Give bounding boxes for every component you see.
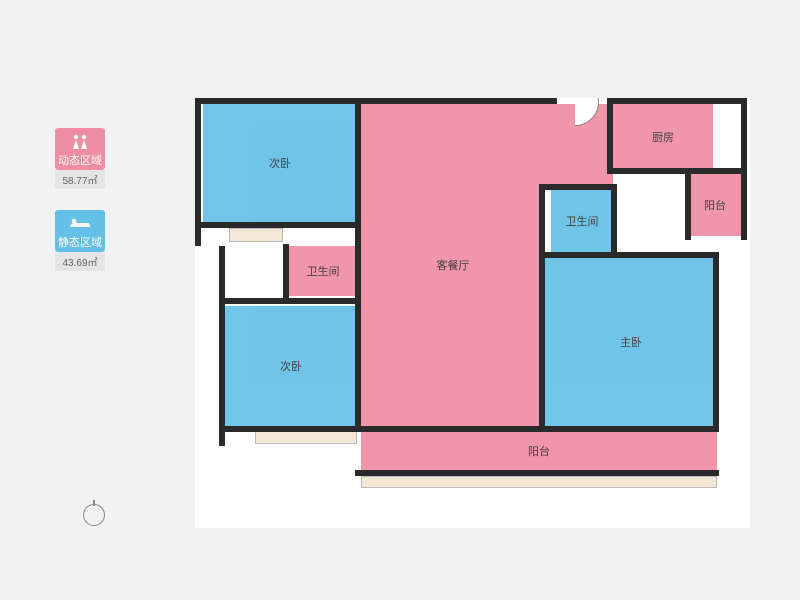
people-icon bbox=[55, 134, 105, 150]
legend-static-value: 43.69㎡ bbox=[55, 252, 105, 271]
legend-dynamic-badge: 动态区域 bbox=[55, 128, 105, 170]
balcony-strip-0 bbox=[229, 228, 283, 242]
wall-7 bbox=[283, 244, 289, 300]
wall-18 bbox=[545, 184, 617, 190]
room-label-master-bed: 主卧 bbox=[620, 334, 642, 350]
room-label-sec-bed-1: 次卧 bbox=[269, 155, 291, 171]
wall-13 bbox=[741, 104, 747, 240]
legend-dynamic-value: 58.77㎡ bbox=[55, 170, 105, 189]
wall-10 bbox=[539, 252, 719, 258]
rest-icon bbox=[55, 216, 105, 230]
wall-0 bbox=[195, 98, 557, 104]
wall-16 bbox=[355, 426, 719, 432]
legend-static-label: 静态区域 bbox=[58, 234, 102, 250]
wall-17 bbox=[355, 470, 719, 476]
wall-9 bbox=[539, 184, 545, 432]
wall-4 bbox=[195, 222, 361, 228]
wall-19 bbox=[611, 184, 617, 254]
legend-dynamic-label: 动态区域 bbox=[58, 152, 102, 168]
room-master-bed: 主卧 bbox=[545, 258, 717, 426]
room-label-bath-1: 卫生间 bbox=[307, 263, 340, 279]
wall-11 bbox=[607, 104, 613, 174]
balcony-strip-2 bbox=[361, 476, 717, 488]
room-label-balcony-ne: 阳台 bbox=[704, 197, 726, 213]
room-balcony-s: 阳台 bbox=[361, 430, 717, 472]
room-sec-bed-2: 次卧 bbox=[225, 306, 357, 426]
room-label-living: 客餐厅 bbox=[437, 257, 470, 273]
wall-15 bbox=[713, 252, 719, 432]
room-living: 客餐厅 bbox=[361, 104, 545, 426]
room-bath-1: 卫生间 bbox=[289, 246, 357, 296]
room-balcony-ne: 阳台 bbox=[689, 174, 741, 236]
room-label-bath-2: 卫生间 bbox=[566, 213, 599, 229]
wall-5 bbox=[355, 104, 361, 432]
floor-plan: 次卧次卧卫生间客餐厅卫生间厨房阳台主卧阳台 bbox=[195, 98, 750, 528]
room-label-sec-bed-2: 次卧 bbox=[280, 358, 302, 374]
wall-12 bbox=[607, 168, 747, 174]
legend-dynamic: 动态区域 58.77㎡ bbox=[55, 128, 105, 189]
room-bath-2: 卫生间 bbox=[551, 190, 613, 252]
room-kitchen: 厨房 bbox=[613, 104, 713, 170]
wall-8 bbox=[219, 426, 359, 432]
wall-14 bbox=[685, 174, 691, 240]
balcony-strip-1 bbox=[255, 430, 357, 444]
wall-3 bbox=[219, 246, 225, 446]
room-sec-bed-1: 次卧 bbox=[203, 104, 357, 222]
wall-6 bbox=[219, 298, 359, 304]
wall-1 bbox=[607, 98, 747, 104]
compass-icon bbox=[80, 500, 108, 528]
room-label-kitchen: 厨房 bbox=[652, 129, 674, 145]
legend-static: 静态区域 43.69㎡ bbox=[55, 210, 105, 271]
room-label-balcony-s: 阳台 bbox=[528, 443, 550, 459]
legend-static-badge: 静态区域 bbox=[55, 210, 105, 252]
